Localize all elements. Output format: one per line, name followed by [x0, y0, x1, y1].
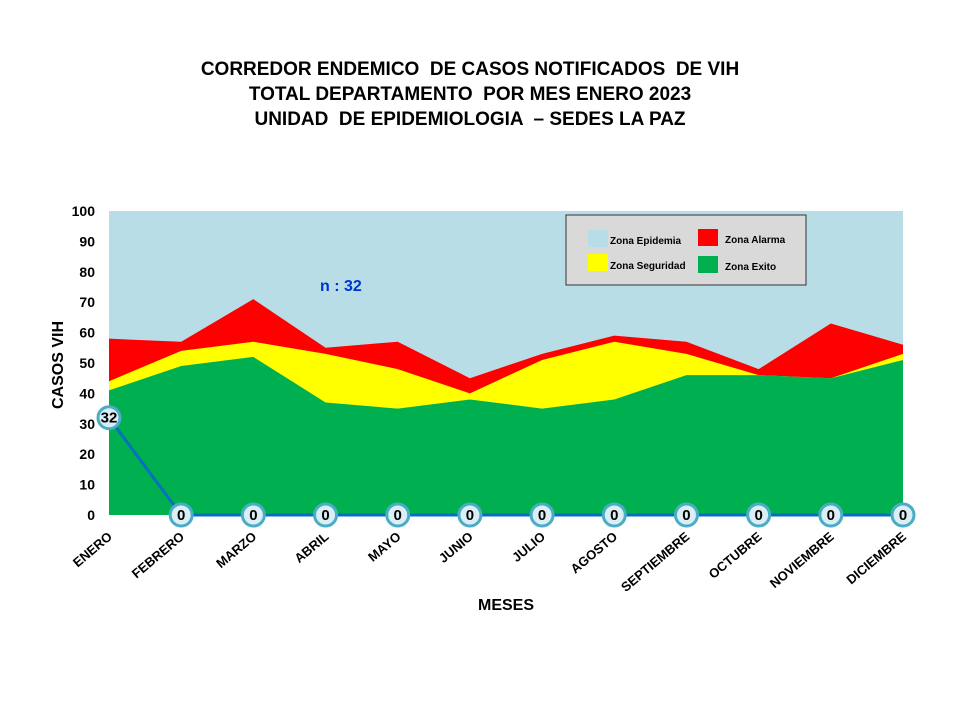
- legend-swatch-zona-exito: [698, 256, 718, 273]
- cases-marker: [96, 405, 122, 431]
- title-line-3: UNIDAD DE EPIDEMIOLOGIA – SEDES LA PAZ: [254, 109, 686, 130]
- cases-marker: [890, 502, 916, 528]
- y-axis-ticks: 0 10 20 30 40 50 60 70 80 90 100: [72, 203, 96, 523]
- x-tick-label: JUNIO: [436, 529, 476, 566]
- title-line-1: CORREDOR ENDEMICO DE CASOS NOTIFICADOS D…: [200, 59, 740, 80]
- total-cases-annotation: n : 32: [320, 278, 362, 295]
- cases-data-label: 0: [538, 507, 546, 524]
- x-tick-label: DICIEMBRE: [843, 529, 909, 588]
- cases-data-label: 32: [101, 410, 118, 427]
- x-tick-label: AGOSTO: [568, 529, 621, 577]
- x-tick-label: ENERO: [70, 529, 115, 570]
- cases-data-label: 0: [899, 507, 907, 524]
- zone-areas: [109, 211, 903, 515]
- cases-marker: [385, 502, 411, 528]
- x-tick-label: FEBRERO: [129, 529, 187, 581]
- zone-zona-exito: [109, 356, 903, 515]
- legend: Zona Epidemia Zona Alarma Zona Seguridad Zo…: [565, 214, 807, 286]
- y-tick-label: 30: [79, 416, 95, 432]
- y-tick-label: 20: [79, 446, 95, 462]
- cases-marker: [746, 502, 772, 528]
- cases-series: 32 0 0 0 0 0 0 0 0 0 0 0: [96, 405, 916, 528]
- legend-swatch-zona-epidemia: [588, 230, 608, 247]
- x-tick-label: NOVIEMBRE: [767, 529, 837, 591]
- legend-label-zona-alarma: Zona Alarma: [725, 235, 786, 246]
- chart-title: CORREDOR ENDEMICO DE CASOS NOTIFICADOS D…: [0, 57, 940, 132]
- cases-marker: [529, 502, 555, 528]
- legend-label-zona-exito: Zona Exito: [725, 262, 776, 273]
- x-axis-label: MESES: [478, 597, 534, 614]
- x-tick-label: MAYO: [365, 529, 404, 565]
- x-axis-categories: ENERO FEBRERO MARZO ABRIL MAYO JUNIO JULIO AGOS…: [70, 529, 909, 595]
- y-tick-label: 0: [87, 507, 95, 523]
- x-tick-label: MARZO: [213, 529, 259, 571]
- legend-label-zona-epidemia: Zona Epidemia: [610, 236, 682, 247]
- x-tick-label: ABRIL: [291, 529, 331, 566]
- cases-data-label: 0: [321, 507, 329, 524]
- title-line-2: TOTAL DEPARTAMENTO POR MES ENERO 2023: [248, 84, 692, 105]
- y-tick-label: 50: [79, 355, 95, 371]
- x-tick-label: OCTUBRE: [706, 529, 765, 582]
- legend-swatch-zona-alarma: [698, 229, 718, 246]
- cases-data-label: 0: [177, 507, 185, 524]
- cases-data-label: 0: [394, 507, 402, 524]
- cases-marker: [240, 502, 266, 528]
- y-axis-label: CASOS VIH: [50, 321, 67, 409]
- cases-marker: [818, 502, 844, 528]
- x-tick-label: JULIO: [509, 529, 548, 565]
- x-tick-label: SEPTIEMBRE: [618, 529, 693, 595]
- y-tick-label: 70: [79, 294, 95, 310]
- cases-marker: [457, 502, 483, 528]
- y-tick-label: 100: [72, 203, 96, 219]
- cases-data-label: 0: [610, 507, 618, 524]
- cases-marker: [673, 502, 699, 528]
- cases-marker: [601, 502, 627, 528]
- cases-data-label: 0: [466, 507, 474, 524]
- y-tick-label: 90: [79, 233, 95, 249]
- cases-marker: [168, 502, 194, 528]
- legend-swatch-zona-seguridad: [588, 254, 608, 271]
- y-tick-label: 40: [79, 385, 95, 401]
- legend-label-zona-seguridad: Zona Seguridad: [610, 261, 686, 272]
- cases-marker: [313, 502, 339, 528]
- cases-data-label: 0: [249, 507, 257, 524]
- cases-data-label: 0: [754, 507, 762, 524]
- cases-data-label: 0: [827, 507, 835, 524]
- y-tick-label: 60: [79, 325, 95, 341]
- legend-box: [565, 214, 807, 286]
- y-tick-label: 80: [79, 264, 95, 280]
- cases-data-label: 0: [682, 507, 690, 524]
- y-tick-label: 10: [79, 477, 95, 493]
